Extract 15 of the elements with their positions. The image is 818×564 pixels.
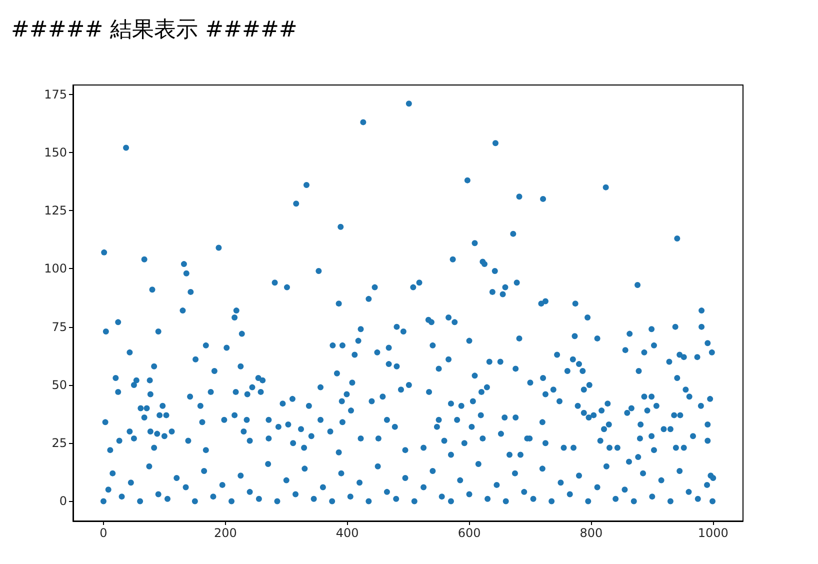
x-tick-label: 1000 — [698, 526, 728, 540]
x-tick-label: 600 — [458, 526, 481, 540]
y-tick-label: 25 — [52, 436, 67, 450]
chart-title: ##### 結果表示 ##### — [11, 18, 298, 42]
y-tick-label: 75 — [52, 320, 67, 334]
y-tick-label: 100 — [44, 262, 67, 276]
x-tick-label: 200 — [214, 526, 237, 540]
y-tick-label: 175 — [44, 87, 67, 102]
x-tick-label: 0 — [100, 526, 108, 540]
x-tick-label: 800 — [580, 526, 603, 540]
y-tick-label: 0 — [59, 494, 67, 508]
x-tick-label: 400 — [336, 526, 359, 540]
y-tick-label: 50 — [52, 378, 67, 392]
y-tick-label: 125 — [44, 204, 67, 218]
y-tick-label: 150 — [44, 145, 67, 160]
